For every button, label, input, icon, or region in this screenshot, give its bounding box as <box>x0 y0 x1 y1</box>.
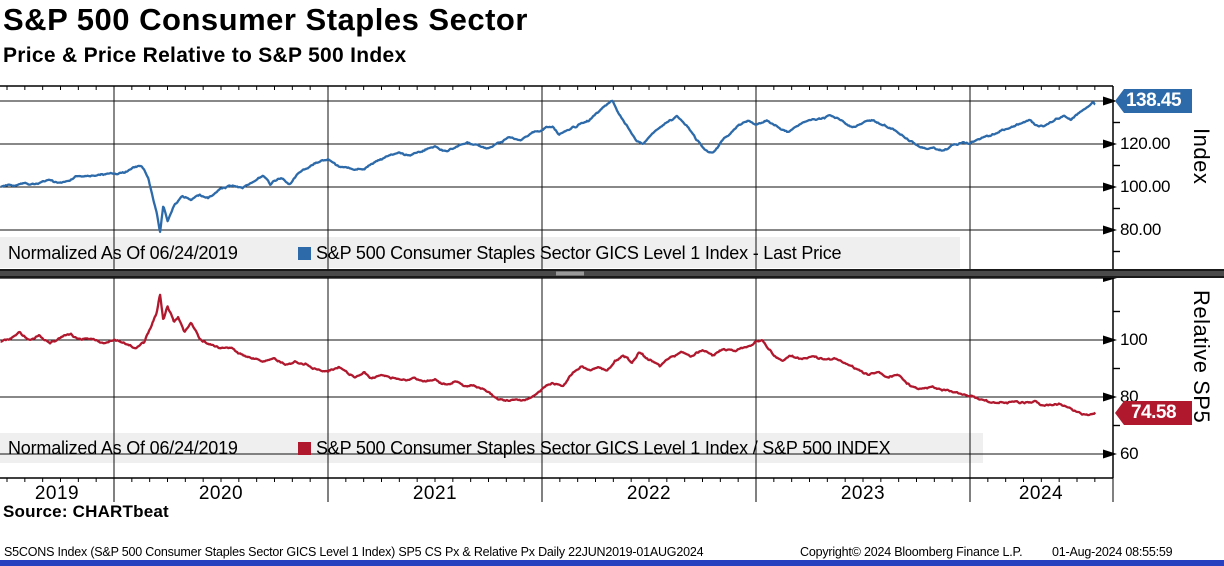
xtick-2024: 2024 <box>1018 483 1064 504</box>
normalized-as-of-label: Normalized As Of 06/24/2019 <box>8 242 238 263</box>
relative-series-legend-label: S&P 500 Consumer Staples Sector GICS Lev… <box>316 437 891 458</box>
xtick-2021: 2021 <box>412 483 458 504</box>
relative-ytick-60: 60 <box>1120 444 1139 463</box>
relative-ytick-100: 100 <box>1120 330 1148 349</box>
price-axis-name: Index <box>1189 128 1214 185</box>
relative-series-line <box>0 293 1097 417</box>
footer-ticker-description: S5CONS Index (S&P 500 Consumer Staples S… <box>4 545 704 559</box>
price-ytick-120: 120.00 <box>1120 134 1171 153</box>
source-label: Source: CHARTbeat <box>3 502 169 521</box>
bottom-accent-bar <box>0 560 1224 566</box>
price-ytick-100: 100.00 <box>1120 177 1171 196</box>
footer-timestamp: 01-Aug-2024 08:55:59 <box>1052 545 1173 559</box>
xtick-2023: 2023 <box>840 483 886 504</box>
xtick-2019: 2019 <box>34 483 80 504</box>
legend-price-panel: Normalized As Of 06/24/2019 S&P 500 Cons… <box>0 238 960 268</box>
xtick-2020: 2020 <box>198 483 244 504</box>
xtick-2022: 2022 <box>626 483 672 504</box>
panel-splitter-handle[interactable] <box>556 271 584 276</box>
relative-series-swatch-icon <box>298 441 311 455</box>
footer-copyright: Copyright© 2024 Bloomberg Finance L.P. <box>800 545 1023 559</box>
relative-last-value-tag: 74.58 <box>1115 401 1192 425</box>
price-last-value-tag: 138.45 <box>1115 89 1192 113</box>
normalized-as-of-label: Normalized As Of 06/24/2019 <box>8 437 238 458</box>
price-series-line <box>0 99 1097 234</box>
relative-axis-name: Relative SP5 <box>1189 290 1214 424</box>
price-series-swatch-icon <box>298 246 311 260</box>
page-title: S&P 500 Consumer Staples Sector <box>3 2 528 37</box>
price-ytick-80: 80.00 <box>1120 220 1162 239</box>
page-subtitle: Price & Price Relative to S&P 500 Index <box>3 44 407 67</box>
legend-relative-panel: Normalized As Of 06/24/2019 S&P 500 Cons… <box>0 433 983 463</box>
price-series-legend-label: S&P 500 Consumer Staples Sector GICS Lev… <box>316 242 842 263</box>
